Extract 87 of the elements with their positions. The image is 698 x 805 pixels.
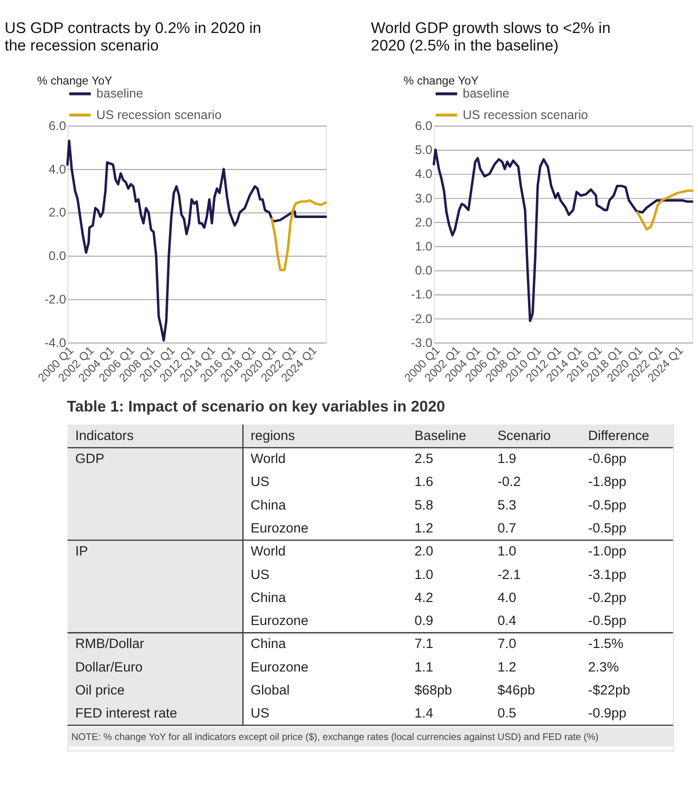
- text: -1.5%: [588, 636, 624, 652]
- text: 7.1: [414, 636, 434, 652]
- text: -0.6pp: [588, 451, 626, 466]
- text: FED interest rate: [75, 706, 178, 721]
- text: Table 1: Impact of scenario on key variables in 2020: [66, 398, 446, 416]
- line-series: [432, 148, 694, 322]
- text: 1.2: [497, 659, 516, 674]
- text: Oil price: [75, 682, 125, 698]
- text: 1.4: [414, 706, 434, 721]
- text: Eurozone: [250, 613, 308, 628]
- chart-title: World GDP growth slows to <2% in 2020 (2.5% in the baseline): [370, 20, 611, 54]
- text: 7.0: [497, 636, 516, 652]
- text: RMB/Dollar: [75, 636, 144, 652]
- y-tick-label: -1.0: [410, 288, 432, 302]
- y-tick-label: -3.0: [410, 336, 432, 350]
- legend-label: baseline: [96, 86, 144, 101]
- text: Global: [250, 682, 290, 698]
- y-axis-title: % change YoY: [37, 76, 113, 88]
- text: 1.1: [414, 659, 434, 674]
- text: 0.7: [497, 520, 516, 536]
- text: US: [250, 566, 270, 582]
- text: 0.4: [497, 613, 516, 628]
- text: US: [250, 474, 270, 490]
- y-axis-title: % change YoY: [403, 76, 479, 88]
- y-tick-label: 2.0: [414, 215, 432, 230]
- text: US: [250, 706, 270, 721]
- text: 4.2: [414, 590, 434, 605]
- text: -1.8pp: [588, 474, 626, 490]
- text: -0.5pp: [588, 520, 626, 536]
- text: China: [250, 497, 286, 512]
- text: 5.3: [497, 497, 516, 512]
- text: 1.6: [414, 474, 434, 490]
- legend-label: US recession scenario: [96, 108, 222, 122]
- text: 5.8: [414, 497, 434, 512]
- category-label: Difference: [588, 428, 650, 443]
- chart-title: US GDP contracts by 0.2% in 2020 in the recession scenario: [4, 20, 262, 54]
- text: -0.5pp: [588, 497, 626, 512]
- text: 1.0: [497, 544, 516, 559]
- y-tick-label: 0.0: [48, 249, 66, 264]
- y-tick-label: -2.0: [44, 292, 66, 307]
- line-series: [66, 140, 328, 342]
- text: 1.2: [414, 520, 434, 536]
- category-label: Baseline: [414, 428, 466, 443]
- text: IP: [75, 544, 88, 559]
- text: 2.5: [414, 451, 434, 466]
- y-tick-label: -2.0: [410, 312, 432, 326]
- text: China: [250, 590, 286, 605]
- text: Dollar/Euro: [75, 659, 143, 674]
- y-tick-label: 1.0: [414, 239, 432, 254]
- y-tick-label: -4.0: [44, 336, 66, 350]
- y-tick-label: 4.0: [414, 167, 432, 182]
- y-tick-label: 2.0: [48, 206, 66, 220]
- text: -0.2pp: [588, 590, 626, 605]
- text: 0.5: [497, 706, 516, 721]
- text: World: [250, 544, 286, 559]
- text: $68pb: [414, 682, 452, 698]
- y-tick-label: 0.0: [414, 264, 432, 278]
- text: 1.9: [497, 451, 516, 466]
- y-tick-label: 6.0: [414, 118, 432, 133]
- text: -1.0pp: [588, 544, 626, 559]
- text: Eurozone: [250, 659, 308, 674]
- text: NOTE: % change YoY for all indicators except oil price ($), exchange rates (local currencies against USD) and FED rate (%): [71, 732, 599, 743]
- text: World: [250, 451, 286, 466]
- text: Eurozone: [250, 520, 308, 536]
- line-series: [270, 199, 328, 272]
- text: -0.9pp: [588, 706, 626, 721]
- y-tick-label: 6.0: [48, 118, 66, 133]
- text: -3.1pp: [588, 566, 626, 582]
- y-tick-label: 3.0: [414, 191, 432, 206]
- y-tick-label: 4.0: [48, 162, 66, 176]
- text: $46pb: [497, 682, 535, 698]
- text: 4.0: [497, 590, 516, 605]
- text: China: [250, 636, 286, 652]
- text: 0.9: [414, 613, 434, 628]
- category-label: Indicators: [75, 428, 134, 443]
- text: -0.5pp: [588, 613, 626, 628]
- text: -0.2: [497, 474, 521, 490]
- y-tick-label: 5.0: [414, 143, 432, 158]
- legend-label: baseline: [462, 86, 510, 101]
- category-label: Scenario: [497, 428, 551, 443]
- text: -$22pb: [588, 682, 630, 698]
- line-series: [636, 190, 694, 230]
- text: -2.1: [497, 566, 521, 582]
- text: GDP: [75, 451, 104, 466]
- text: 2.3%: [588, 659, 619, 674]
- legend-label: US recession scenario: [462, 108, 588, 122]
- category-label: regions: [250, 428, 296, 443]
